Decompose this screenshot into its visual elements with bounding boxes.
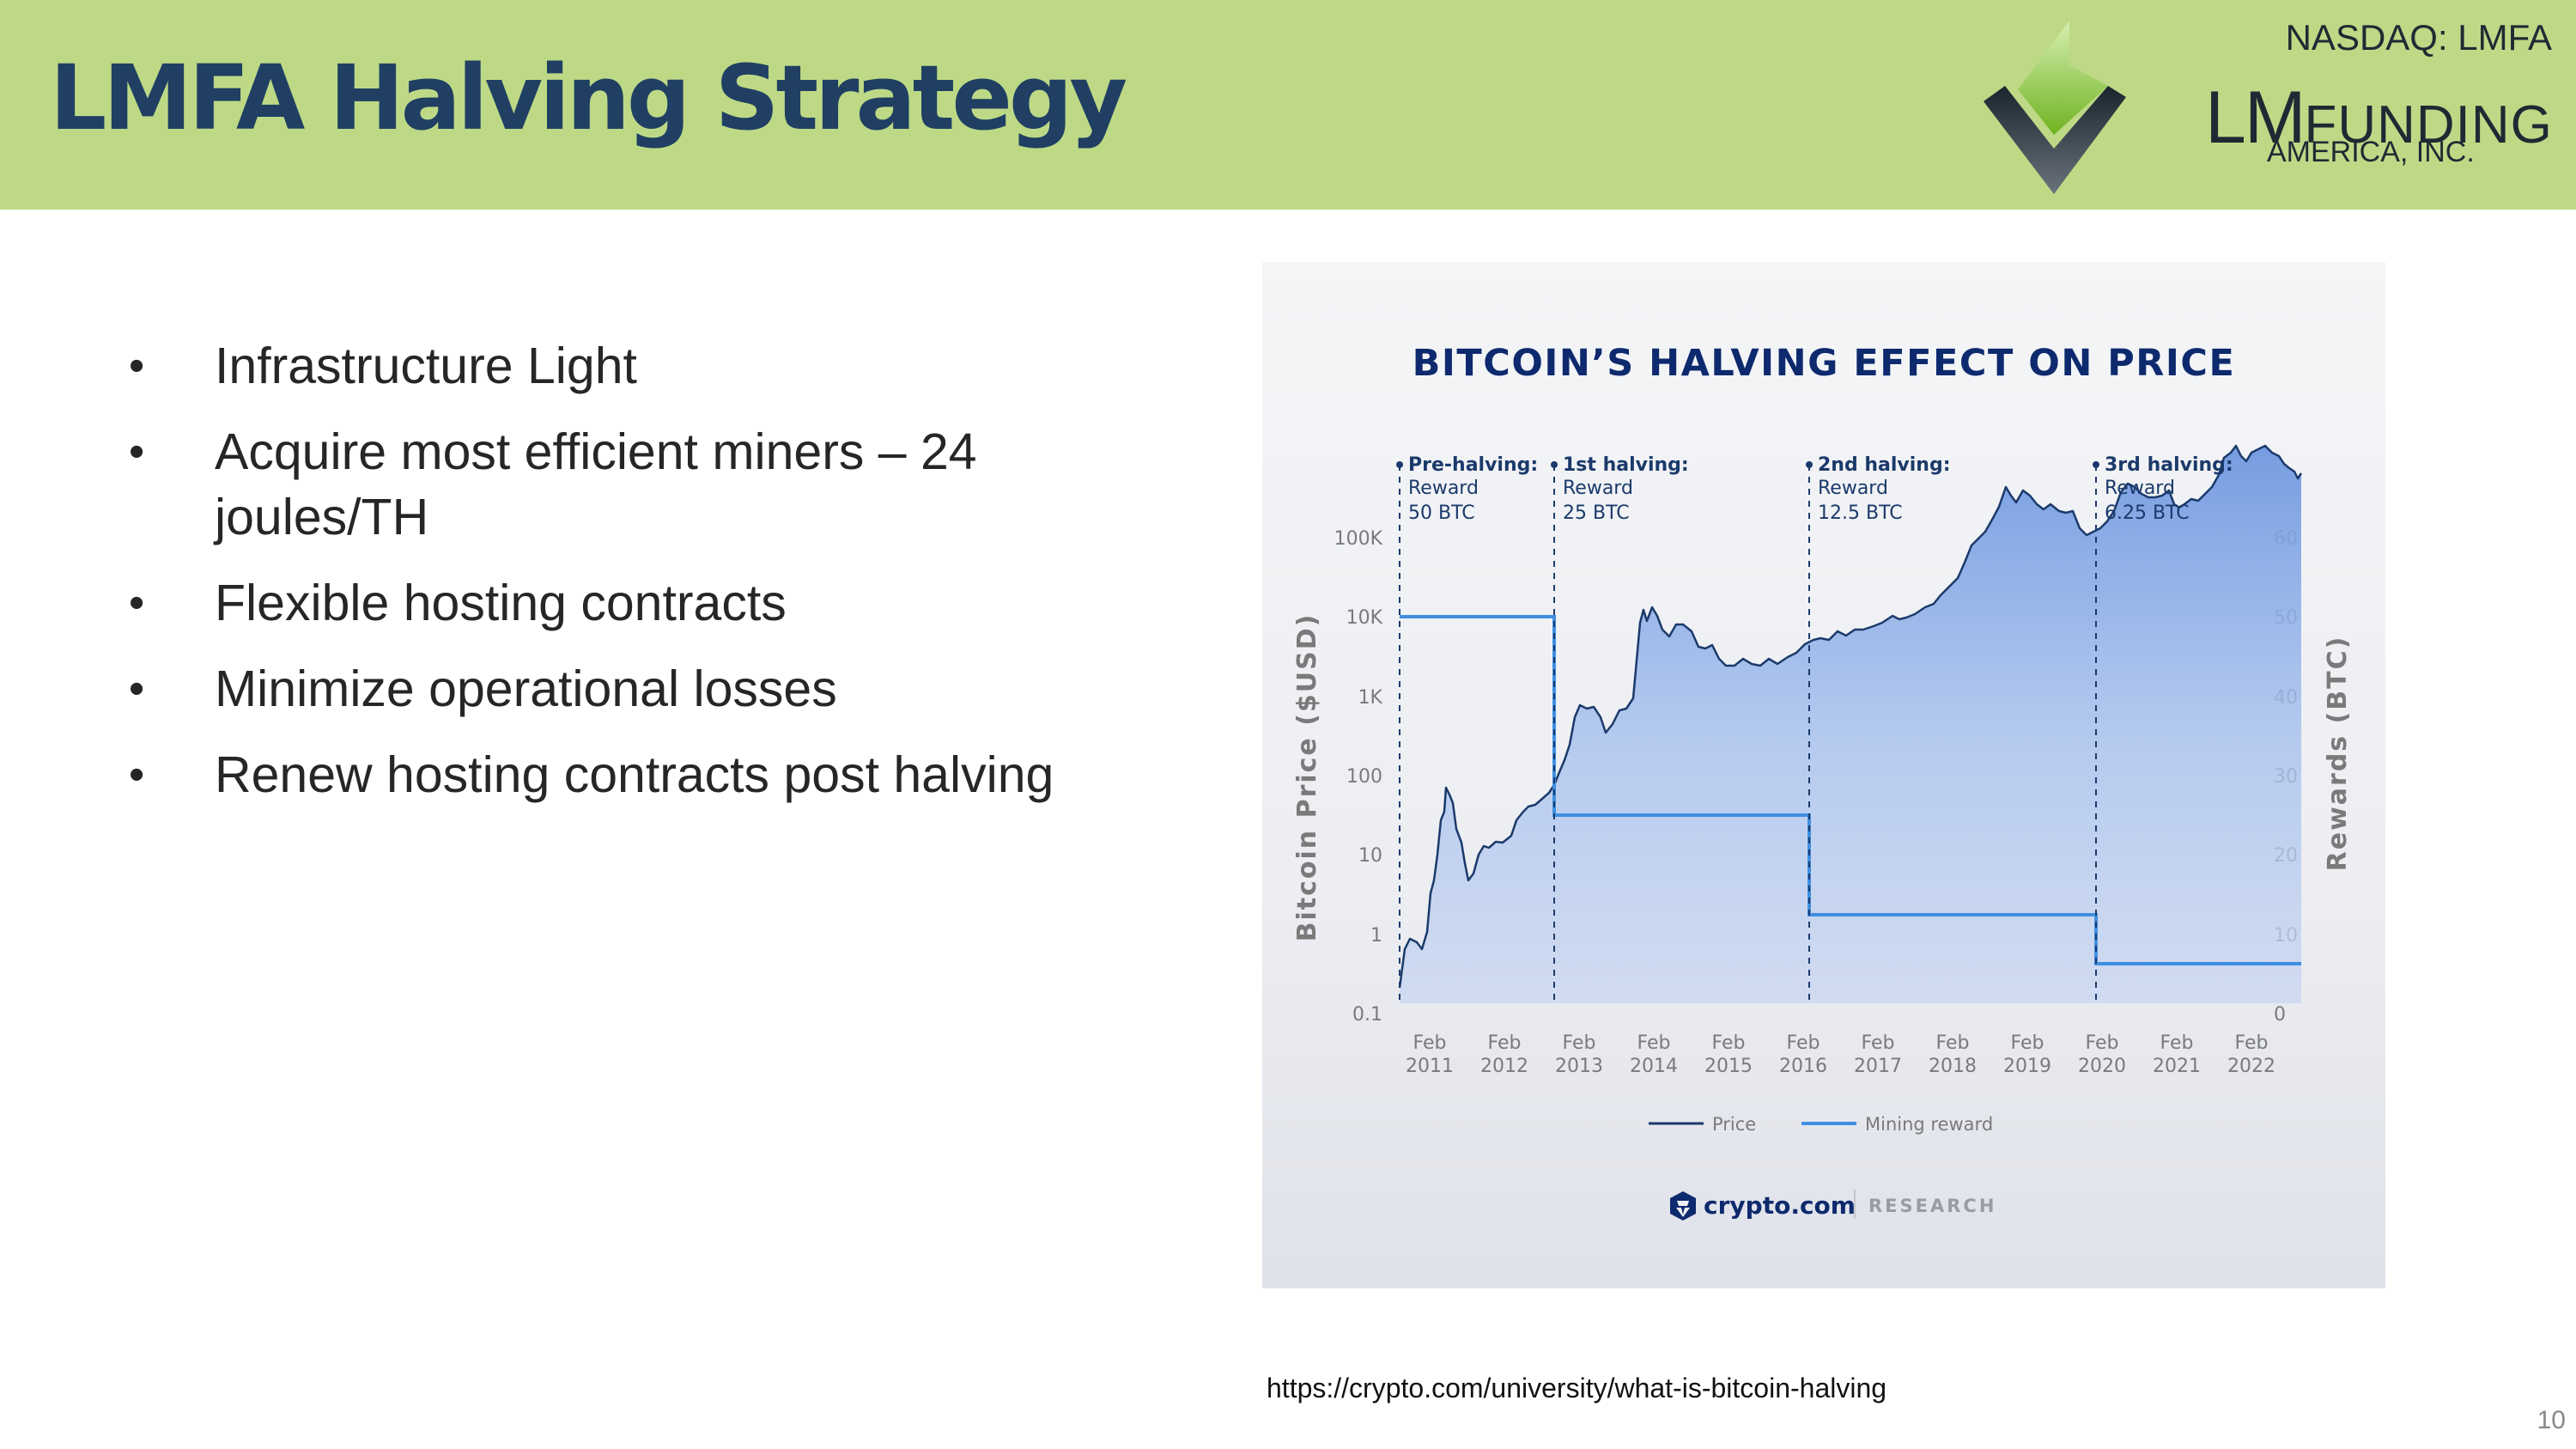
svg-text:Reward: Reward: [2105, 478, 2175, 499]
halving-label-3: 3rd halving:: [2105, 454, 2233, 476]
bullet-dot-icon: •: [129, 664, 145, 714]
svg-text:2012: 2012: [1480, 1056, 1528, 1077]
svg-text:Feb: Feb: [1637, 1032, 1671, 1054]
svg-text:12.5 BTC: 12.5 BTC: [1818, 502, 1903, 524]
header-band: LMFA Halving Strategy NASDAQ: LMFA LMFUN…: [0, 0, 2576, 210]
y-left-axis-label: Bitcoin Price ($USD): [1292, 613, 1322, 942]
svg-text:25 BTC: 25 BTC: [1563, 502, 1630, 524]
svg-text:10K: 10K: [1346, 607, 1383, 629]
y-right-axis-label: Rewards (BTC): [2323, 636, 2353, 872]
source-link[interactable]: https://crypto.com/university/what-is-bi…: [1267, 1373, 1887, 1403]
halving-label-2: 2nd halving:: [1818, 454, 1951, 476]
svg-text:2014: 2014: [1630, 1056, 1678, 1077]
bullet-dot-icon: •: [129, 341, 145, 391]
svg-text:Feb: Feb: [1413, 1032, 1447, 1054]
brand-lm: LM: [2205, 76, 2306, 159]
halving-dots: [1396, 461, 2099, 468]
brand-name: crypto.com: [1704, 1191, 1856, 1220]
legend-price-label: Price: [1712, 1114, 1756, 1135]
bullet-item: • Acquire most efficient miners – 24 joul…: [129, 419, 1125, 550]
svg-text:50 BTC: 50 BTC: [1408, 502, 1475, 524]
svg-text:Feb: Feb: [2011, 1032, 2044, 1054]
svg-text:2013: 2013: [1555, 1056, 1603, 1077]
price-line: [1398, 444, 2303, 989]
svg-text:2015: 2015: [1704, 1056, 1753, 1077]
svg-text:10: 10: [1358, 845, 1382, 867]
halving-label-0: Pre-halving:: [1408, 454, 1538, 476]
bullet-item: • Minimize operational losses: [129, 656, 1125, 721]
svg-text:Feb: Feb: [2086, 1032, 2119, 1054]
lm-funding-diamond-logo-icon: [1984, 21, 2126, 194]
svg-text:Feb: Feb: [1712, 1032, 1746, 1054]
svg-text:1K: 1K: [1358, 687, 1383, 709]
bullet-item: • Renew hosting contracts post halving: [129, 742, 1125, 807]
crypto-com-brand: crypto.com RESEARCH: [1670, 1190, 1996, 1221]
svg-text:2020: 2020: [2078, 1056, 2126, 1077]
svg-text:Reward: Reward: [1408, 478, 1479, 499]
svg-text:Feb: Feb: [2160, 1032, 2194, 1054]
price-area: [1400, 446, 2301, 1003]
chart-canvas: BITCOIN’S HALVING EFFECT ON PRICE Bitcoi…: [1292, 342, 2353, 1221]
chart-legend: Price Mining reward: [1649, 1114, 1993, 1135]
y-left-ticks: 100K 10K 1K 100 10 1 0.1: [1334, 528, 1383, 1026]
svg-text:2019: 2019: [2003, 1056, 2051, 1077]
brand-funding: FUNDING: [2304, 95, 2553, 155]
bullet-list: • Infrastructure Light • Acquire most effi…: [129, 333, 1125, 828]
svg-text:6.25 BTC: 6.25 BTC: [2105, 502, 2190, 524]
brand-tag: RESEARCH: [1868, 1196, 1996, 1216]
crypto-com-lion-shield-icon: [1670, 1191, 1696, 1221]
svg-text:0: 0: [2274, 1004, 2286, 1026]
svg-text:100K: 100K: [1334, 528, 1383, 550]
brand-wordmark: LMFUNDING: [2205, 76, 2553, 161]
chart-title: BITCOIN’S HALVING EFFECT ON PRICE: [1413, 342, 2236, 385]
svg-text:100: 100: [1346, 766, 1382, 788]
svg-text:Feb: Feb: [1862, 1032, 1895, 1054]
page-title: LMFA Halving Strategy: [50, 46, 1127, 150]
ticker-label: NASDAQ: LMFA: [2285, 17, 2552, 58]
svg-text:Feb: Feb: [1787, 1032, 1820, 1054]
halving-label-1: 1st halving:: [1563, 454, 1689, 476]
bullet-dot-icon: •: [129, 578, 145, 628]
svg-text:Feb: Feb: [1488, 1032, 1522, 1054]
bullet-dot-icon: •: [129, 750, 145, 800]
svg-text:2011: 2011: [1406, 1056, 1454, 1077]
svg-text:Feb: Feb: [1563, 1032, 1596, 1054]
svg-text:2021: 2021: [2153, 1056, 2201, 1077]
halving-markers: [1399, 465, 2097, 1006]
svg-text:2017: 2017: [1854, 1056, 1902, 1077]
halving-annotations: Pre-halving: Reward 50 BTC 1st halving: …: [1408, 454, 2233, 524]
svg-text:Reward: Reward: [1563, 478, 1633, 499]
svg-text:Reward: Reward: [1818, 478, 1888, 499]
brand-subtitle: AMERICA, INC.: [2267, 136, 2475, 168]
svg-text:2016: 2016: [1779, 1056, 1827, 1077]
halving-chart: BITCOIN’S HALVING EFFECT ON PRICE Bitcoi…: [1262, 262, 2385, 1288]
bullet-item: • Infrastructure Light: [129, 333, 1125, 399]
bullet-dot-icon: •: [129, 427, 145, 477]
legend-reward-label: Mining reward: [1865, 1114, 1993, 1135]
svg-text:Feb: Feb: [1936, 1032, 1970, 1054]
svg-text:2018: 2018: [1929, 1056, 1977, 1077]
page-number: 10: [2537, 1406, 2566, 1434]
svg-text:2022: 2022: [2227, 1056, 2275, 1077]
svg-text:0.1: 0.1: [1352, 1004, 1382, 1026]
bullet-item: • Flexible hosting contracts: [129, 570, 1125, 636]
svg-text:1: 1: [1370, 925, 1382, 947]
svg-text:Feb: Feb: [2235, 1032, 2269, 1054]
